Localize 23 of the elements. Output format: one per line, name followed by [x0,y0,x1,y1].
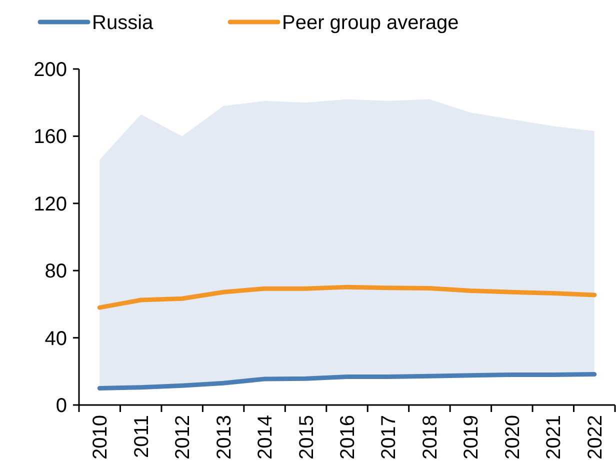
x-tick-label: 2013 [213,415,236,460]
x-tick-label: 2021 [543,415,566,460]
y-tick-label: 160 [34,126,67,148]
x-tick-label: 2016 [337,415,359,460]
legend-label: Peer group average [282,12,459,34]
y-tick-label: 0 [56,395,67,417]
line-series [97,372,597,390]
x-tick-label: 2020 [502,415,524,460]
line-series [97,284,597,310]
x-tick-label: 2019 [460,415,483,460]
legend-label: Russia [92,12,154,34]
x-tick-label: 2010 [90,415,112,460]
y-tick-label: 80 [44,260,67,283]
x-tick-label: 2017 [378,415,400,460]
x-tick-label: 2014 [254,415,277,460]
x-tick-label: 2011 [130,415,153,458]
x-tick-label: 2012 [172,415,194,460]
x-tick-label: 2022 [584,415,606,460]
y-tick-label: 200 [34,59,67,81]
y-tick-label: 40 [44,328,67,350]
x-tick-label: 2015 [296,415,318,460]
x-tick-label: 2018 [419,415,442,460]
y-tick-label: 120 [34,193,67,216]
